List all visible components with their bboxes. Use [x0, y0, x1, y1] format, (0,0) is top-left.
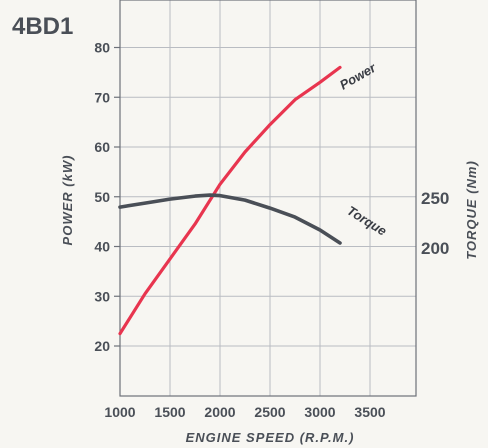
x-tick-label: 2500: [254, 404, 285, 420]
y-tick-label: 20: [94, 338, 110, 354]
x-axis-label: ENGINE SPEED (R.P.M.): [186, 430, 355, 445]
y2-axis-label: TORQUE (Nm): [464, 160, 479, 260]
y-axis-label: POWER (kW): [60, 155, 75, 246]
series-line-torque: [118, 193, 342, 245]
x-tick-label: 3500: [354, 404, 385, 420]
y-tick-label: 60: [94, 139, 110, 155]
plot-frame: [119, 0, 417, 397]
series-lines: [118, 65, 342, 336]
y-tick-label: 50: [94, 189, 110, 205]
left-tick-labels: 20 30 40 50 60 70 80: [94, 40, 120, 354]
series-label-torque: Torque: [344, 203, 389, 239]
y-tick-label: 70: [94, 89, 110, 105]
series-line-power: [118, 65, 342, 336]
x-tick-label: 3000: [304, 404, 335, 420]
y-tick-label: 30: [94, 288, 110, 304]
x-tick-labels: 1000 1500 2000 2500 3000 3500: [104, 404, 385, 420]
x-tick-label: 2000: [204, 404, 235, 420]
x-tick-label: 1000: [104, 404, 135, 420]
chart-title: 4BD1: [12, 13, 73, 40]
grid-lines: [120, 0, 416, 396]
y-tick-label: 40: [94, 239, 110, 255]
y2-tick-label: 250: [421, 189, 449, 208]
right-tick-labels: 200 250: [421, 189, 449, 258]
y2-tick-label: 200: [421, 239, 449, 258]
series-label-power: Power: [337, 60, 379, 93]
x-tick-label: 1500: [154, 404, 185, 420]
y-tick-label: 80: [94, 40, 110, 56]
